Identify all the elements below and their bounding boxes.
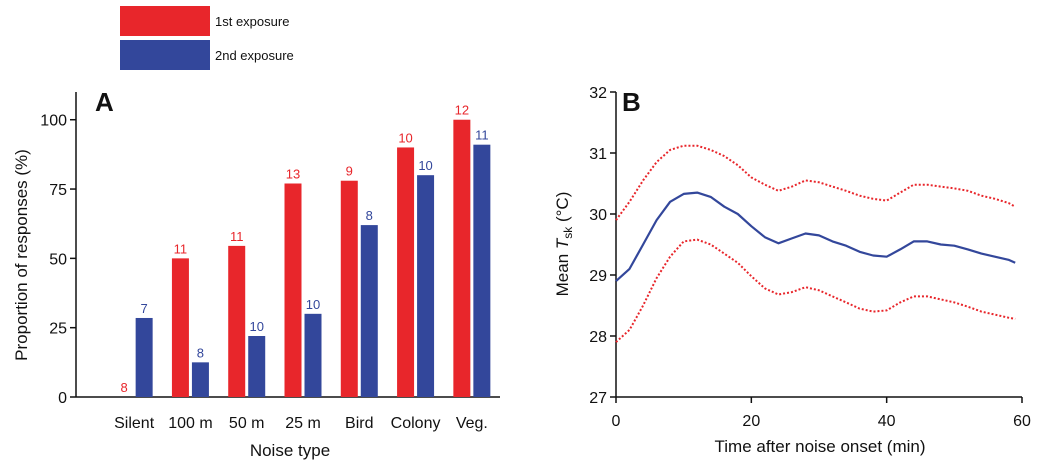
bar-1st-exposure <box>228 245 246 397</box>
panel-b-x-axis-label: Time after noise onset (min) <box>715 437 926 456</box>
line-lower-bound <box>615 238 1016 343</box>
panel-a-y-tick-label: 25 <box>49 321 67 338</box>
bar-count-label: 11 <box>174 241 188 256</box>
panel-a-y-tick-label: 50 <box>49 251 67 268</box>
panel-a: A 0 25 50 75 100 Silent 100 m 50 m 25 m Bird Colon… <box>12 87 500 460</box>
bar-2nd-exposure <box>191 362 209 397</box>
panel-b-y-tick-label: 27 <box>589 390 607 407</box>
panel-b-y-tick-label: 32 <box>589 85 607 102</box>
legend-swatch-2nd-exposure <box>120 40 210 70</box>
panel-b-x-tick-label: 40 <box>878 413 896 430</box>
bar-1st-exposure <box>340 180 358 397</box>
panel-b-y-label-sub: sk <box>561 226 575 239</box>
panel-b: B 27 28 29 30 31 32 0 20 40 60 Time after noise o… <box>553 85 1031 456</box>
bar-1st-exposure <box>397 147 415 397</box>
panel-a-axes: 0 25 50 75 100 Silent 100 m 50 m 25 m Bird Colony V… <box>40 92 500 432</box>
panel-a-category-label: Colony <box>391 415 441 432</box>
bar-count-label: 8 <box>366 208 373 223</box>
panel-b-x-tick-label: 0 <box>612 413 621 430</box>
bar-count-label: 10 <box>398 130 412 145</box>
bar-count-label: 8 <box>121 380 128 395</box>
panel-a-category-label: 25 m <box>285 415 321 432</box>
panel-a-category-label: 50 m <box>229 415 265 432</box>
panel-a-y-tick-label: 100 <box>40 113 67 130</box>
bar-count-label: 13 <box>286 167 300 182</box>
panel-a-category-label: Veg. <box>456 415 488 432</box>
panel-a-y-tick-label: 75 <box>49 182 67 199</box>
panel-b-lines <box>615 144 1016 343</box>
bar-count-label: 11 <box>475 128 489 143</box>
panel-a-letter: A <box>95 87 114 117</box>
panel-b-axes: 27 28 29 30 31 32 0 20 40 60 <box>589 85 1031 430</box>
bar-2nd-exposure <box>360 225 378 397</box>
bar-1st-exposure <box>453 119 471 398</box>
bar-2nd-exposure <box>473 144 491 397</box>
panel-a-y-axis-label: Proportion of responses (%) <box>12 149 31 361</box>
panel-a-category-label: 100 m <box>168 415 212 432</box>
legend: 1st exposure 2nd exposure <box>120 6 294 70</box>
panel-b-y-label-suffix: (°C) <box>553 192 572 227</box>
panel-a-x-axis-label: Noise type <box>250 441 330 460</box>
panel-b-letter: B <box>622 87 641 117</box>
bar-count-label: 10 <box>418 158 432 173</box>
bar-1st-exposure <box>284 183 302 397</box>
bar-2nd-exposure <box>135 317 153 397</box>
bar-count-label: 9 <box>346 164 353 179</box>
bar-count-label: 10 <box>249 319 263 334</box>
panel-b-y-tick-label: 29 <box>589 268 607 285</box>
panel-b-y-axis-label: Mean Tsk (°C) <box>553 192 575 297</box>
panel-b-y-tick-label: 28 <box>589 329 607 346</box>
line-upper-bound <box>615 144 1016 221</box>
panel-b-y-tick-label: 31 <box>589 146 607 163</box>
bar-count-label: 10 <box>306 297 320 312</box>
panel-b-x-tick-label: 60 <box>1013 413 1031 430</box>
bar-count-label: 11 <box>230 229 244 244</box>
bar-count-label: 12 <box>455 103 469 118</box>
panel-b-y-label-var: T <box>553 237 572 249</box>
panel-b-y-tick-label: 30 <box>589 207 607 224</box>
legend-swatch-1st-exposure <box>120 6 210 36</box>
bar-2nd-exposure <box>304 313 322 397</box>
panel-b-y-label-prefix: Mean <box>553 249 572 296</box>
panel-a-category-label: Silent <box>114 415 155 432</box>
bar-count-label: 8 <box>197 345 204 360</box>
panel-a-category-label: Bird <box>345 415 373 432</box>
bar-2nd-exposure <box>417 175 435 397</box>
legend-label-2nd-exposure: 2nd exposure <box>215 48 294 63</box>
bar-count-label: 7 <box>141 301 148 316</box>
panel-a-y-tick-label: 0 <box>58 390 67 407</box>
line-mean-tsk <box>615 191 1016 282</box>
panel-a-bars: 8 7 11 8 11 10 13 10 9 8 10 10 12 11 <box>121 103 491 398</box>
bar-2nd-exposure <box>248 336 266 397</box>
bar-1st-exposure <box>171 258 189 397</box>
legend-label-1st-exposure: 1st exposure <box>215 14 289 29</box>
panel-b-x-tick-label: 20 <box>742 413 760 430</box>
